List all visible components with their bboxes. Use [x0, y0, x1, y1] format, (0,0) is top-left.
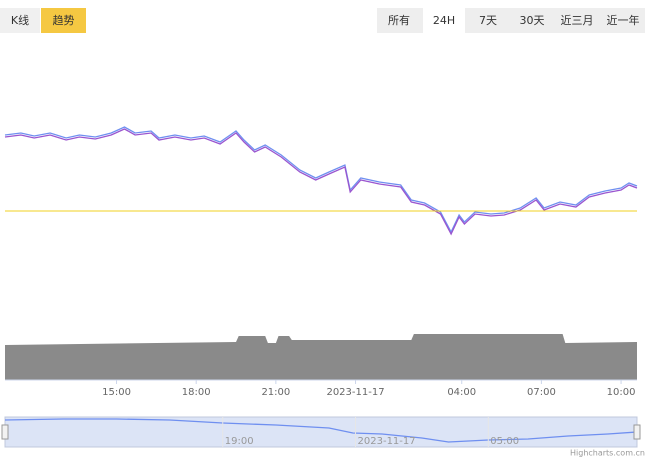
volume-area: [5, 334, 637, 380]
x-tick-label: 21:00: [261, 387, 290, 398]
nav-tick-label: 19:00: [225, 436, 254, 447]
range-button[interactable]: 所有: [388, 14, 410, 27]
x-tick-label: 18:00: [182, 387, 211, 398]
x-tick-label: 04:00: [447, 387, 476, 398]
range-button[interactable]: 30天: [519, 14, 545, 27]
price-line: [4, 128, 638, 236]
price-line: [4, 126, 638, 234]
range-switch: 所有 24H 7天 30天 近三月 近一年: [377, 8, 645, 33]
range-button[interactable]: 近三月: [560, 14, 594, 27]
price-line: [4, 418, 638, 443]
range-button[interactable]: 24H: [423, 8, 465, 33]
range-button[interactable]: 近一年: [606, 14, 640, 27]
trend-button[interactable]: 趋势: [41, 8, 86, 33]
kline-button[interactable]: K线: [0, 8, 40, 33]
x-tick-label: 15:00: [102, 387, 131, 398]
navigator-mask: [4, 416, 638, 448]
range-button[interactable]: 7天: [479, 14, 497, 27]
navigator-handle: [1, 424, 9, 440]
navigator-handle: [633, 424, 641, 440]
credit[interactable]: Highcharts.com.cn: [570, 449, 645, 458]
x-tick-label: 2023-11-17: [326, 387, 384, 398]
x-tick-label: 10:00: [607, 387, 636, 398]
nav-tick-label: 2023-11-17: [358, 436, 416, 447]
x-tick-label: 07:00: [527, 387, 556, 398]
nav-tick-label: 05:00: [490, 436, 519, 447]
